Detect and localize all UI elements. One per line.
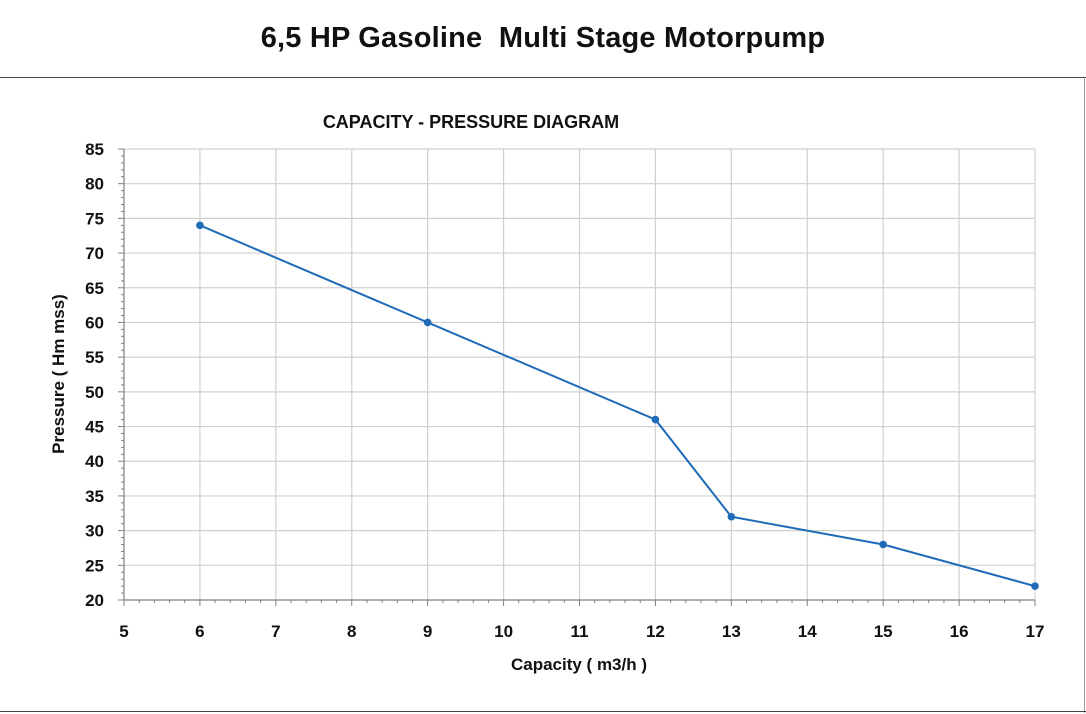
y-tick-label: 50	[85, 383, 104, 402]
x-tick-label: 10	[494, 622, 513, 641]
x-tick-label: 6	[195, 622, 204, 641]
y-tick-label: 40	[85, 452, 104, 471]
y-tick-label: 85	[85, 140, 104, 159]
y-tick-label: 55	[85, 348, 104, 367]
series	[196, 221, 1039, 590]
x-tick-label: 15	[874, 622, 893, 641]
series-line	[199, 224, 1036, 588]
y-tick-label: 65	[85, 279, 104, 298]
x-tick-label: 7	[271, 622, 280, 641]
y-tick-label: 60	[85, 313, 104, 332]
x-tick-label: 9	[423, 622, 432, 641]
bottom-border	[0, 711, 1086, 712]
axes	[118, 148, 1036, 606]
data-point	[1031, 582, 1039, 590]
data-point	[879, 540, 887, 549]
data-point	[196, 221, 204, 230]
y-tick-label: 45	[85, 418, 104, 437]
x-tick-label: 17	[1026, 622, 1045, 641]
x-tick-label: 5	[119, 622, 128, 641]
header-bar: 6,5 HP Gasoline Multi Stage Motorpump	[0, 0, 1086, 78]
chart-title: CAPACITY - PRESSURE DIAGRAM	[323, 112, 619, 132]
y-axis-title: Pressure ( Hm mss)	[49, 294, 68, 454]
x-tick-label: 13	[722, 622, 741, 641]
y-tick-label: 20	[85, 591, 104, 610]
data-point	[651, 415, 660, 424]
x-tick-label: 11	[571, 622, 589, 641]
data-point	[423, 318, 432, 327]
y-tick-label: 25	[85, 556, 104, 575]
y-tick-label: 35	[85, 487, 104, 506]
grid	[124, 148, 1036, 600]
y-tick-label: 30	[85, 522, 104, 541]
x-axis-title: Capacity ( m3/h )	[511, 655, 647, 674]
y-tick-label: 80	[85, 175, 104, 194]
tick-labels: 20 25 30 35 40 45 50 55 60 65 70 75 80 85 5 6 7 8 9 10 11 12 1…	[85, 140, 1044, 641]
x-tick-label: 16	[950, 622, 969, 641]
x-tick-label: 8	[347, 622, 356, 641]
x-tick-label: 14	[798, 622, 817, 641]
y-tick-label: 70	[85, 244, 104, 263]
x-tick-label: 12	[646, 622, 665, 641]
page-title: 6,5 HP Gasoline Multi Stage Motorpump	[260, 22, 826, 54]
y-tick-label: 75	[85, 209, 104, 228]
data-point	[727, 512, 736, 521]
right-border	[1084, 77, 1085, 713]
